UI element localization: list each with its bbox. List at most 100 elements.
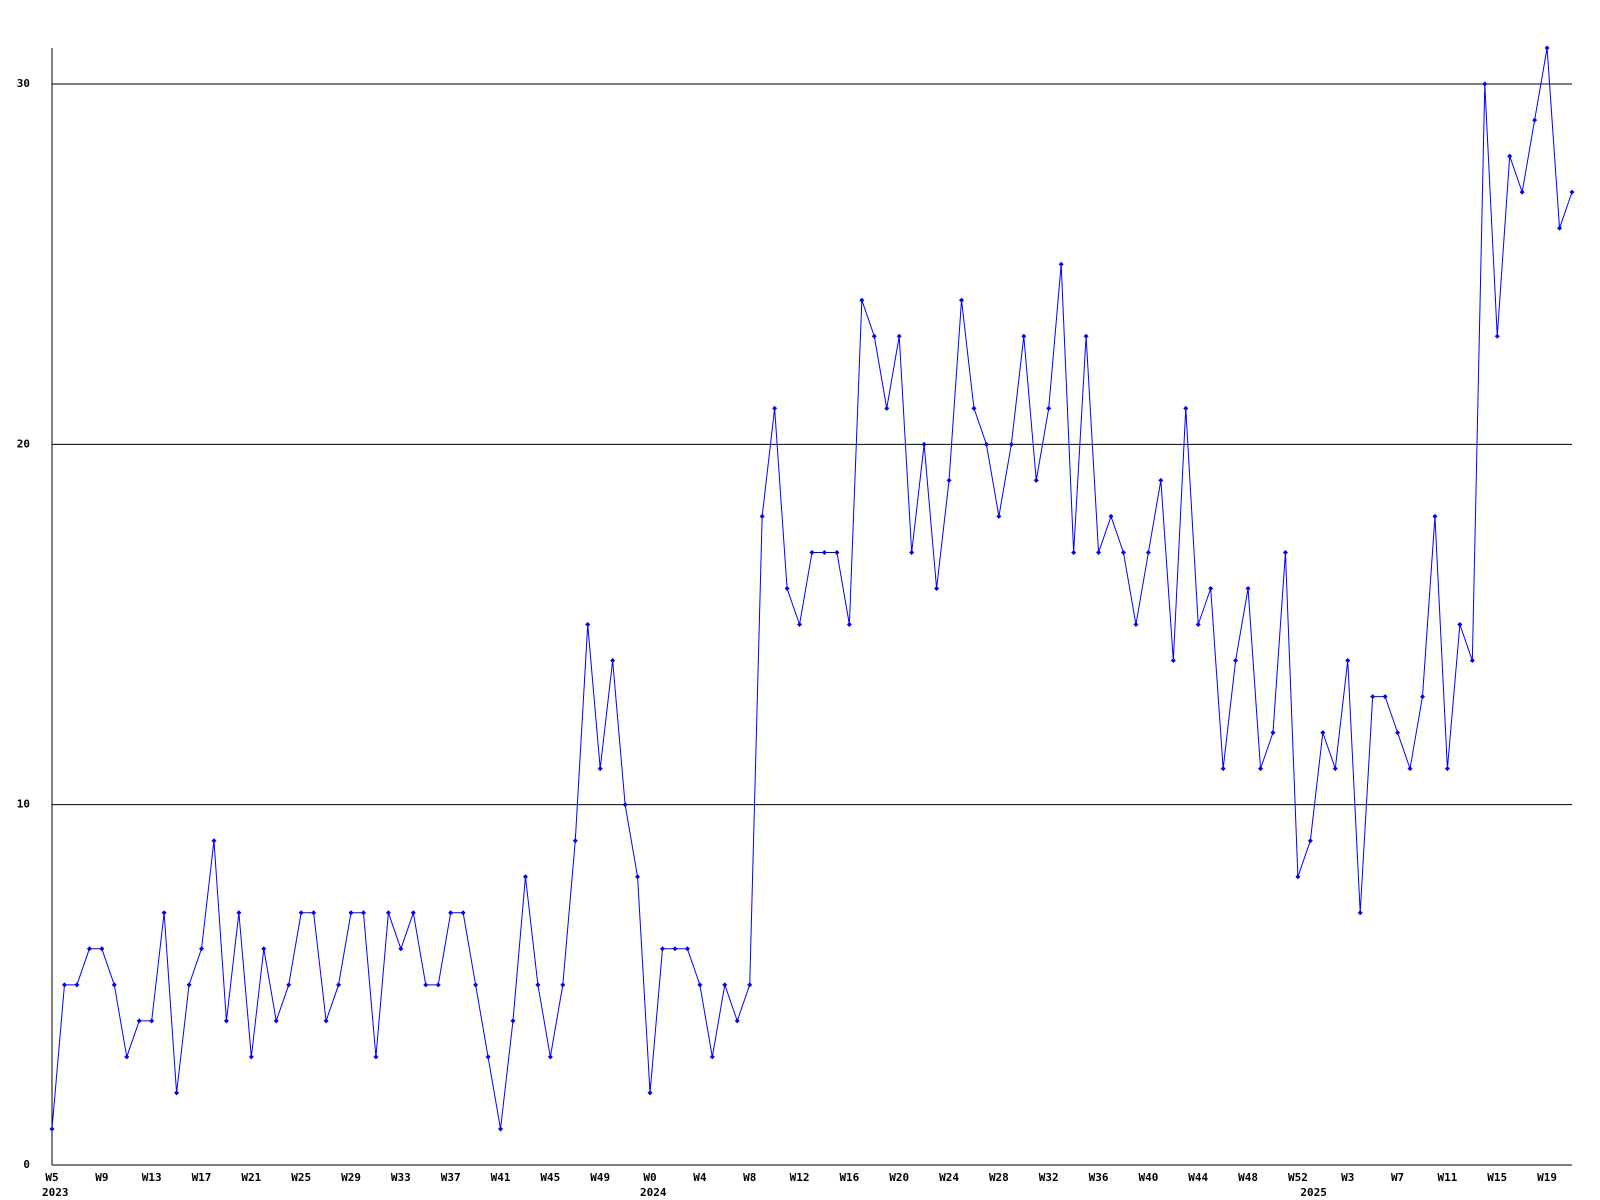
data-point [49, 1126, 55, 1132]
data-point [684, 946, 690, 952]
data-point [884, 405, 890, 411]
data-point [460, 910, 466, 916]
data-point [1220, 766, 1226, 772]
data-point [1357, 910, 1363, 916]
data-point [896, 333, 902, 339]
data-point [124, 1054, 130, 1060]
data-point [597, 766, 603, 772]
data-point [709, 1054, 715, 1060]
data-point [772, 405, 778, 411]
data-point [1033, 477, 1039, 483]
x-tick-label: W28 [989, 1171, 1009, 1184]
data-point [959, 297, 965, 303]
data-point [1058, 261, 1064, 267]
data-point [971, 405, 977, 411]
x-tick-label: W12 [790, 1171, 810, 1184]
x-tick-label: W37 [441, 1171, 461, 1184]
data-point [61, 982, 67, 988]
x-tick-label: W5 [45, 1171, 58, 1184]
data-point [273, 1018, 279, 1024]
data-point [1519, 189, 1525, 195]
data-point [1096, 549, 1102, 555]
data-point [1444, 766, 1450, 772]
data-point [722, 982, 728, 988]
data-point [934, 585, 940, 591]
data-point [659, 946, 665, 952]
data-point [1133, 622, 1139, 628]
year-label: 2025 [1300, 1186, 1327, 1199]
x-tick-label: W3 [1341, 1171, 1354, 1184]
data-point [797, 622, 803, 628]
y-tick-label: 10 [17, 798, 30, 811]
data-point [1021, 333, 1027, 339]
data-point [983, 441, 989, 447]
series-line [51, 47, 1573, 1130]
y-tick-label: 0 [23, 1158, 30, 1171]
data-point [585, 622, 591, 628]
x-tick-label: W21 [241, 1171, 261, 1184]
data-point [311, 910, 317, 916]
data-point [485, 1054, 491, 1060]
data-point [261, 946, 267, 952]
data-point [1108, 513, 1114, 519]
data-point [1395, 730, 1401, 736]
x-tick-label: W13 [142, 1171, 162, 1184]
x-tick-label: W49 [590, 1171, 610, 1184]
data-point [248, 1054, 254, 1060]
data-point [1245, 585, 1251, 591]
x-tick-label: W8 [743, 1171, 756, 1184]
data-point [448, 910, 454, 916]
data-point [1071, 549, 1077, 555]
data-point [1332, 766, 1338, 772]
data-point [784, 585, 790, 591]
data-point [635, 874, 641, 880]
data-point [535, 982, 541, 988]
data-point [1120, 549, 1126, 555]
data-point [1494, 333, 1500, 339]
data-point [747, 982, 753, 988]
data-point [1258, 766, 1264, 772]
data-point [1170, 658, 1176, 664]
data-point [1046, 405, 1052, 411]
data-point [1532, 117, 1538, 123]
data-point [1320, 730, 1326, 736]
data-point [996, 513, 1002, 519]
data-point [1195, 622, 1201, 628]
data-point [99, 946, 105, 952]
x-tick-label: W9 [95, 1171, 108, 1184]
data-point [149, 1018, 155, 1024]
data-point [111, 982, 117, 988]
x-tick-label: W7 [1391, 1171, 1404, 1184]
data-point [1345, 658, 1351, 664]
data-point [473, 982, 479, 988]
x-tick-label: W0 [643, 1171, 656, 1184]
data-point [1469, 658, 1475, 664]
data-point [1282, 549, 1288, 555]
x-tick-label: W19 [1537, 1171, 1557, 1184]
data-point [199, 946, 205, 952]
data-point [859, 297, 865, 303]
data-point [846, 622, 852, 628]
data-point [373, 1054, 379, 1060]
x-tick-label: W20 [889, 1171, 909, 1184]
data-point [1407, 766, 1413, 772]
data-point [223, 1018, 229, 1024]
data-point [1482, 81, 1488, 87]
data-point [1158, 477, 1164, 483]
data-point [622, 802, 628, 808]
x-tick-label: W32 [1039, 1171, 1059, 1184]
data-point [1432, 513, 1438, 519]
x-tick-label: W4 [693, 1171, 707, 1184]
data-point [510, 1018, 516, 1024]
x-tick-label: W48 [1238, 1171, 1258, 1184]
x-tick-label: W40 [1138, 1171, 1158, 1184]
data-point [236, 910, 242, 916]
year-label: 2024 [640, 1186, 667, 1199]
data-point [161, 910, 167, 916]
data-point [1307, 838, 1313, 844]
data-point [1233, 658, 1239, 664]
data-point [610, 658, 616, 664]
data-point [809, 549, 815, 555]
data-point [1419, 694, 1425, 700]
data-point [921, 441, 927, 447]
